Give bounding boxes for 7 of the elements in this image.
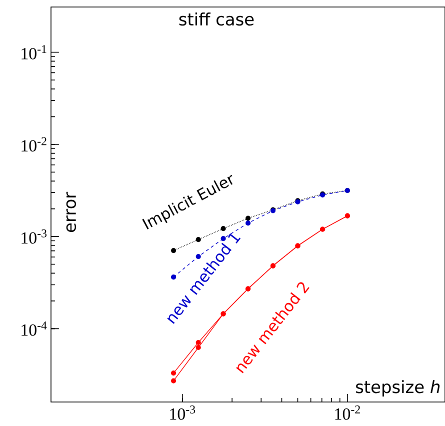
y-tick-label: 10$^{-3}$ — [22, 229, 47, 244]
y-tick-label: 10$^{-2}$ — [22, 137, 46, 152]
x-axis-title: stepsize h — [356, 380, 440, 397]
y-axis-title: error — [66, 192, 76, 232]
y-tick-label: 10$^{-4}$ — [22, 322, 47, 336]
y-tick-label: 10$^{-1}$ — [22, 45, 46, 60]
chart-title: stiff case — [179, 12, 254, 26]
